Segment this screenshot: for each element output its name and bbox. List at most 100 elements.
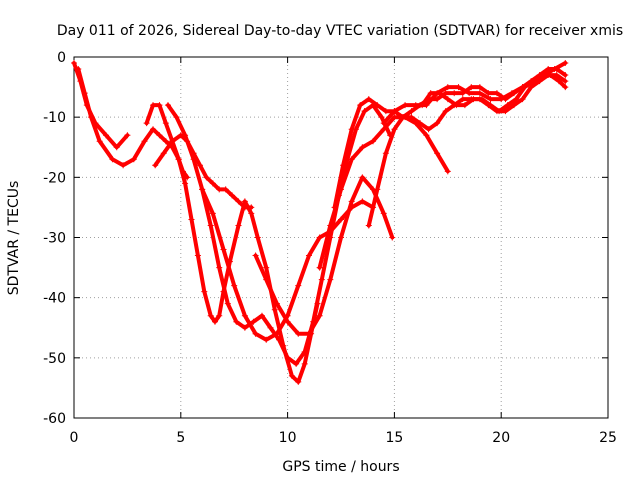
data-point	[293, 360, 300, 367]
y-tick-label: -20	[43, 170, 66, 186]
data-point	[316, 234, 323, 241]
data-point	[391, 108, 398, 115]
data-point	[408, 108, 415, 115]
data-point	[301, 360, 308, 367]
data-point	[241, 312, 248, 319]
data-point	[305, 330, 312, 337]
y-axis-label: SDTVAR / TECUs	[6, 181, 22, 296]
data-point	[316, 264, 323, 271]
data-point	[496, 108, 503, 115]
data-point	[530, 78, 537, 85]
data-point	[120, 162, 127, 169]
data-point	[235, 222, 242, 229]
data-point	[338, 234, 344, 241]
data-point	[233, 318, 240, 325]
y-tick-label: -30	[43, 231, 66, 247]
x-tick-label: 25	[599, 430, 617, 446]
data-point	[423, 132, 430, 139]
y-tick-label: -50	[43, 351, 66, 367]
data-point	[182, 132, 189, 139]
data-point	[348, 126, 355, 133]
x-tick-label: 10	[279, 430, 297, 446]
data-point	[220, 246, 227, 253]
data-point	[156, 132, 163, 139]
data-point	[263, 264, 270, 271]
data-point	[88, 114, 95, 121]
data-point	[216, 186, 223, 193]
data-series	[71, 60, 569, 385]
data-point	[250, 318, 257, 325]
data-point	[150, 102, 157, 109]
data-point	[434, 150, 441, 157]
data-point	[216, 264, 223, 271]
data-point	[96, 138, 103, 145]
data-point	[444, 84, 451, 91]
data-point	[380, 210, 387, 217]
x-tick-label: 15	[385, 430, 403, 446]
data-point	[258, 312, 265, 319]
data-point	[201, 288, 208, 295]
data-point	[451, 90, 458, 97]
data-point	[207, 222, 214, 229]
data-point	[434, 96, 441, 103]
data-point	[380, 120, 387, 127]
data-point	[305, 252, 312, 259]
data-point	[380, 126, 387, 133]
series-sat-j	[365, 72, 569, 229]
data-point	[412, 102, 419, 109]
data-point	[203, 174, 210, 181]
data-point	[209, 180, 216, 187]
data-point	[562, 78, 569, 85]
data-point	[553, 72, 560, 79]
data-point	[357, 102, 364, 109]
data-point	[156, 102, 163, 109]
data-point	[470, 96, 477, 103]
data-point	[263, 336, 270, 343]
series-line	[144, 103, 320, 384]
data-point	[295, 282, 302, 289]
data-point	[276, 336, 283, 343]
data-point	[487, 102, 494, 109]
data-point	[455, 84, 462, 91]
data-point	[235, 198, 242, 205]
data-point	[453, 102, 460, 109]
data-point	[109, 156, 116, 163]
data-point	[338, 216, 344, 223]
data-point	[209, 210, 216, 217]
data-point	[434, 120, 441, 127]
data-point	[162, 138, 169, 145]
data-point	[461, 102, 468, 109]
data-point	[434, 90, 441, 97]
data-point	[540, 72, 547, 79]
data-point	[130, 156, 137, 163]
data-point	[231, 282, 238, 289]
data-point	[252, 252, 259, 259]
data-point	[288, 372, 295, 379]
data-point	[402, 102, 409, 109]
data-point	[423, 102, 430, 109]
data-point	[327, 276, 334, 283]
data-point	[81, 90, 88, 97]
chart-title: Day 011 of 2026, Sidereal Day-to-day VTE…	[57, 23, 623, 39]
data-point	[562, 72, 569, 79]
data-point	[466, 90, 473, 97]
data-point	[241, 198, 248, 205]
data-point	[211, 318, 218, 325]
data-point	[113, 144, 120, 151]
data-point	[124, 132, 131, 139]
data-point	[425, 126, 432, 133]
data-point	[197, 162, 204, 169]
data-point	[331, 204, 338, 211]
series-line	[253, 175, 395, 336]
data-point	[318, 276, 325, 283]
data-point	[190, 156, 197, 163]
data-point	[348, 156, 355, 163]
data-point	[476, 84, 483, 91]
data-point	[316, 312, 323, 319]
series-line	[76, 67, 190, 180]
series-sat-g	[252, 174, 396, 337]
data-point	[408, 114, 415, 121]
data-point	[162, 120, 169, 127]
data-point	[511, 102, 518, 109]
